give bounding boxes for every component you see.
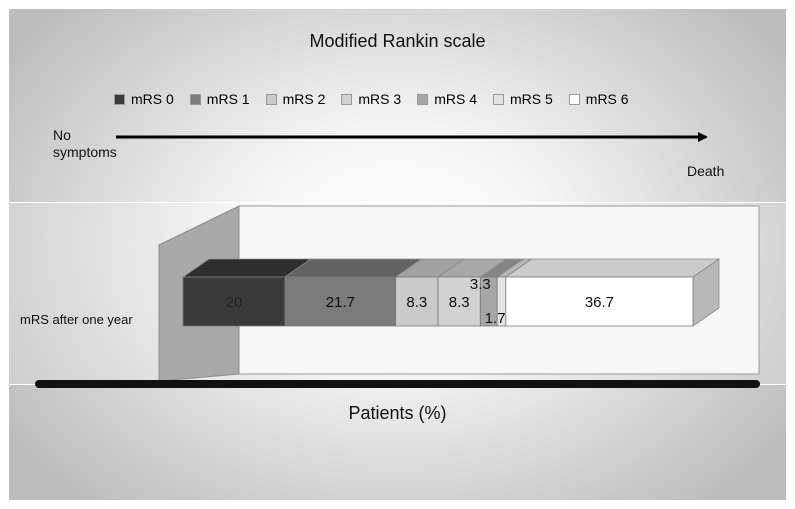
legend-swatch — [114, 93, 125, 105]
legend-item: mRS 4 — [417, 91, 477, 107]
legend-swatch — [265, 93, 277, 105]
data-label: 8.3 — [406, 294, 427, 311]
legend-item: mRS 3 — [341, 91, 401, 107]
legend-label: mRS 3 — [358, 91, 402, 107]
scale-end-label: Death — [687, 163, 725, 179]
data-label: 21.7 — [326, 294, 355, 311]
category-label: mRS after one year — [20, 312, 133, 327]
data-label: 8.3 — [449, 294, 470, 311]
bar-chart: 20 21.7 8.3 8.33.31.736.7 — [35, 205, 760, 388]
legend-label: mRS 4 — [434, 91, 477, 107]
data-label: 20 — [226, 294, 243, 311]
legend-swatch — [492, 93, 504, 105]
data-label: 1.7 — [485, 310, 506, 327]
figure-panel: Modified Rankin scale mRS 0 mRS 1 mRS 2 mRS… — [9, 9, 786, 500]
bar-segment-top — [504, 258, 721, 278]
chart-title: Modified Rankin scale — [309, 31, 486, 51]
legend-item: mRS 5 — [492, 91, 553, 107]
scale-start-label: No symptoms — [53, 127, 117, 160]
legend-item: mRS 6 — [568, 91, 629, 107]
legend-label: mRS 1 — [206, 91, 250, 107]
legend-label: mRS 5 — [509, 91, 553, 107]
legend-swatch — [341, 93, 353, 105]
legend-label: mRS 0 — [131, 91, 174, 107]
bar-segment — [505, 276, 694, 327]
legend: mRS 0 mRS 1 mRS 2 mRS 3 mRS 4 mRS 5 mRS 6 — [114, 91, 645, 107]
legend-item: mRS 0 — [114, 91, 174, 107]
bar-segment — [437, 276, 481, 327]
legend-swatch — [417, 93, 429, 105]
legend-label: mRS 6 — [585, 91, 629, 107]
legend-item: mRS 2 — [265, 91, 326, 107]
data-label: 3.3 — [470, 276, 491, 293]
floor-edge — [35, 380, 760, 388]
data-label: 36.7 — [585, 294, 614, 311]
legend-swatch — [189, 93, 201, 105]
legend-swatch — [568, 93, 580, 105]
x-axis-label: Patients (%) — [348, 403, 447, 423]
legend-label: mRS 2 — [282, 91, 326, 107]
legend-item: mRS 1 — [189, 91, 250, 107]
bar-segment — [284, 276, 397, 327]
severity-arrow-layer — [116, 132, 708, 142]
bar-segment — [182, 276, 286, 327]
bar-segment — [395, 276, 439, 327]
